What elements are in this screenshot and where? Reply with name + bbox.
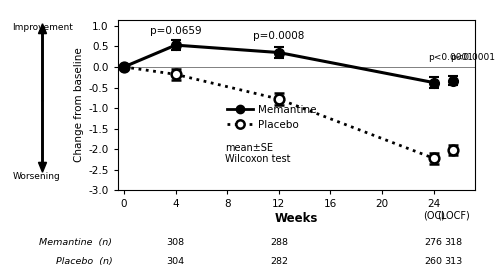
Text: mean±SE
Wilcoxon test: mean±SE Wilcoxon test — [225, 143, 290, 164]
Text: p<0.0001: p<0.0001 — [450, 53, 496, 62]
Text: (OC): (OC) — [422, 211, 444, 221]
Y-axis label: Change from baseline: Change from baseline — [74, 48, 84, 162]
Text: 276: 276 — [424, 238, 442, 247]
Text: 288: 288 — [270, 238, 288, 247]
Text: 318: 318 — [444, 238, 462, 247]
Text: 282: 282 — [270, 257, 288, 266]
Text: 308: 308 — [166, 238, 184, 247]
Text: p=0.0659: p=0.0659 — [150, 26, 202, 36]
Legend: Memantine, Placebo: Memantine, Placebo — [223, 101, 321, 134]
Text: Improvement: Improvement — [12, 24, 74, 32]
Text: Worsening: Worsening — [12, 172, 60, 181]
Text: 304: 304 — [166, 257, 184, 266]
X-axis label: Weeks: Weeks — [274, 212, 318, 225]
Text: (LOCF): (LOCF) — [436, 211, 470, 221]
Text: 260: 260 — [424, 257, 442, 266]
Text: 313: 313 — [444, 257, 462, 266]
Text: Memantine  (n): Memantine (n) — [40, 238, 113, 247]
Text: Placebo  (n): Placebo (n) — [56, 257, 112, 266]
Text: p<0.0001: p<0.0001 — [428, 53, 474, 62]
Text: p=0.0008: p=0.0008 — [253, 31, 304, 41]
